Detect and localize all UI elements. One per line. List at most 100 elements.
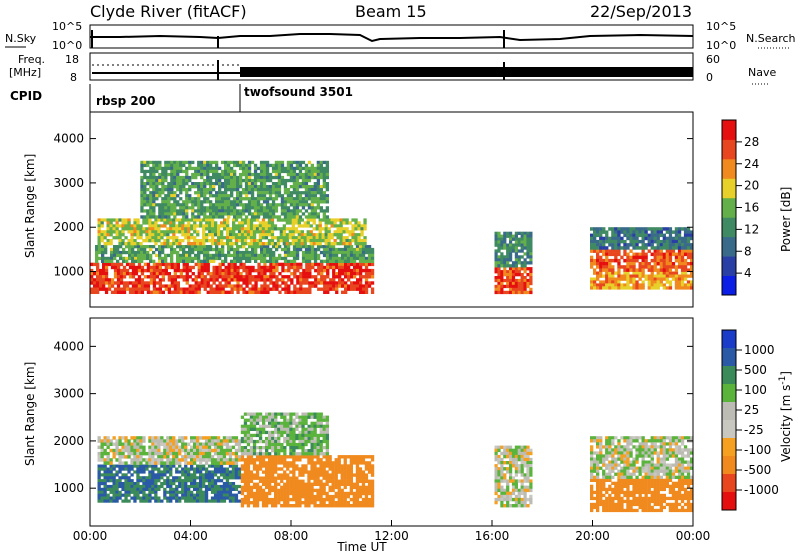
data-cell (313, 166, 317, 171)
data-cell (517, 255, 521, 259)
data-cell (191, 278, 195, 282)
data-cell (668, 227, 673, 231)
data-cell (109, 224, 113, 228)
data-cell (176, 284, 180, 288)
data-cell (197, 250, 201, 255)
data-cell (113, 250, 117, 255)
data-cell (275, 287, 279, 291)
data-cell (139, 499, 143, 503)
data-cell (301, 191, 306, 195)
data-cell (178, 461, 182, 465)
data-cell (213, 442, 218, 446)
data-cell (339, 233, 343, 237)
data-cell (155, 194, 159, 198)
data-cell (169, 230, 173, 234)
data-cell (251, 253, 255, 258)
data-cell (286, 497, 290, 502)
y-tick-label: 3000 (53, 176, 84, 190)
data-cell (170, 209, 174, 213)
data-cell (110, 265, 115, 270)
data-cell (500, 276, 504, 280)
data-cell (227, 245, 231, 249)
data-cell (222, 476, 227, 480)
data-cell (139, 479, 143, 483)
data-cell (514, 273, 518, 277)
data-cell (142, 467, 146, 471)
data-cell (228, 451, 233, 456)
data-cell (128, 262, 133, 267)
data-cell (215, 163, 219, 168)
data-cell (310, 194, 314, 198)
data-cell (265, 491, 269, 496)
data-cell (166, 436, 170, 440)
data-cell (121, 499, 125, 503)
data-cell (106, 473, 110, 477)
data-cell (497, 240, 501, 244)
data-cell (276, 242, 281, 246)
data-cell (500, 278, 504, 283)
data-cell (292, 473, 296, 477)
data-cell (233, 206, 237, 210)
data-cell (325, 479, 329, 483)
data-cell (206, 262, 210, 267)
data-cell (154, 473, 158, 477)
data-cell (224, 166, 228, 171)
data-cell (158, 290, 162, 294)
data-cell (210, 476, 215, 480)
data-cell (209, 185, 213, 189)
data-cell (605, 255, 609, 260)
data-cell (115, 451, 119, 456)
data-cell (191, 203, 195, 207)
data-cell (246, 504, 251, 508)
data-cell (659, 271, 663, 275)
data-cell (107, 281, 112, 285)
data-cell (227, 209, 231, 213)
data-cell (246, 455, 251, 459)
data-cell (242, 256, 246, 261)
data-cell (140, 163, 144, 168)
data-cell (229, 239, 233, 243)
data-cell (299, 262, 303, 267)
data-cell (313, 476, 317, 480)
data-cell (674, 230, 679, 234)
data-cell (494, 255, 498, 259)
data-cell (267, 218, 272, 222)
data-cell (219, 490, 224, 494)
data-cell (96, 284, 100, 288)
data-cell (653, 277, 657, 281)
data-cell (131, 275, 136, 279)
data-cell (247, 212, 252, 216)
data-cell (322, 247, 327, 252)
data-cell (608, 262, 612, 266)
data-cell (289, 485, 293, 490)
data-cell (234, 496, 239, 500)
data-cell (252, 236, 257, 240)
data-cell (143, 197, 147, 201)
data-cell (680, 258, 685, 263)
data-cell (133, 487, 137, 491)
data-cell (219, 458, 224, 462)
data-cell (252, 476, 257, 480)
data-cell (124, 493, 128, 497)
data-cell (260, 275, 264, 279)
data-cell (254, 287, 258, 291)
data-cell (196, 218, 200, 222)
data-cell (237, 230, 242, 234)
data-cell (188, 175, 192, 180)
data-cell (285, 239, 289, 243)
data-cell (342, 242, 346, 246)
data-cell (358, 253, 363, 258)
data-cell (523, 284, 527, 289)
data-cell (184, 490, 188, 494)
data-cell (216, 499, 221, 503)
data-cell (224, 253, 228, 258)
data-cell (233, 262, 237, 267)
data-cell (361, 256, 366, 261)
data-cell (164, 178, 168, 183)
data-cell (231, 484, 236, 489)
data-cell (526, 278, 530, 283)
data-cell (258, 464, 263, 468)
data-cell (295, 188, 300, 192)
data-cell (497, 249, 501, 253)
data-cell (506, 246, 510, 250)
